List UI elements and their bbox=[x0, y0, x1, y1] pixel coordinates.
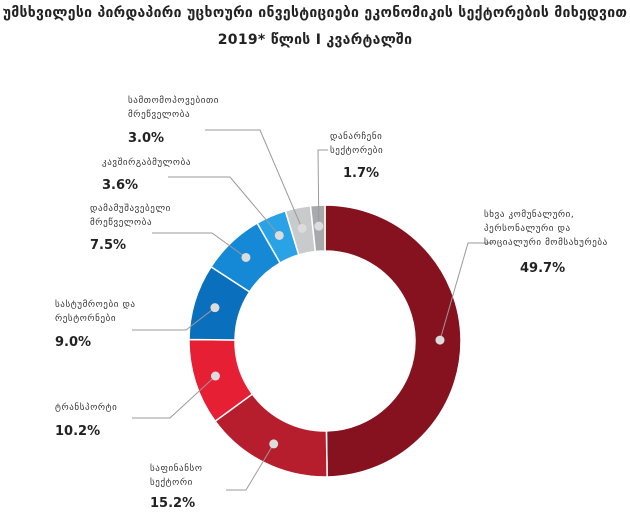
leader-line-financial-sector bbox=[226, 443, 275, 491]
value-hotels-restaurants: 9.0% bbox=[55, 335, 92, 350]
marker-dot-communications bbox=[274, 230, 284, 240]
slice-communal-services bbox=[324, 204, 462, 478]
leader-line-hotels-restaurants bbox=[132, 307, 216, 331]
label-manufacturing: დამამუშავებელი მრეწველობა bbox=[90, 204, 171, 228]
value-communications: 3.6% bbox=[102, 178, 139, 193]
marker-dot-hotels-restaurants bbox=[210, 303, 220, 313]
label-communal-services: სხვა კომუნალური, პერსონალური და სოციალურ… bbox=[484, 210, 608, 248]
marker-dot-transport bbox=[210, 371, 220, 381]
label-transport: ტრანსპორტი bbox=[55, 403, 118, 413]
label-communications: კავშირგაბმულობა bbox=[102, 158, 192, 168]
label-mining: სამთომოპოვებითი მრეწველობა bbox=[128, 96, 220, 120]
chart-title: უმსხვილესი პირდაპირი უცხოური ინვესტიციებ… bbox=[2, 5, 628, 21]
leader-line-mining bbox=[205, 129, 303, 229]
marker-dot-other-sectors bbox=[314, 221, 324, 231]
marker-dot-mining bbox=[297, 223, 307, 233]
leader-line-manufacturing bbox=[152, 232, 247, 258]
marker-dot-manufacturing bbox=[241, 252, 251, 262]
marker-dot-financial-sector bbox=[269, 439, 279, 449]
label-hotels-restaurants: სასტუმროები და რესტორნები bbox=[55, 300, 136, 324]
value-mining: 3.0% bbox=[128, 131, 165, 146]
chart-subtitle: 2019* წლის I კვარტალში bbox=[217, 32, 413, 48]
value-communal-services: 49.7% bbox=[520, 261, 566, 276]
value-transport: 10.2% bbox=[55, 424, 101, 439]
value-manufacturing: 7.5% bbox=[90, 238, 127, 253]
value-other-sectors: 1.7% bbox=[343, 166, 380, 181]
leader-line-communications bbox=[168, 176, 280, 236]
value-financial-sector: 15.2% bbox=[150, 496, 196, 511]
marker-dot-communal-services bbox=[435, 335, 445, 345]
label-other-sectors: დანარჩენი სექტორები bbox=[330, 132, 384, 156]
leader-line-transport bbox=[132, 375, 216, 419]
label-financial-sector: საფინანსო სექტორი bbox=[150, 464, 203, 488]
leader-line-other-sectors bbox=[317, 149, 328, 227]
leader-line-communal-services bbox=[439, 242, 494, 341]
